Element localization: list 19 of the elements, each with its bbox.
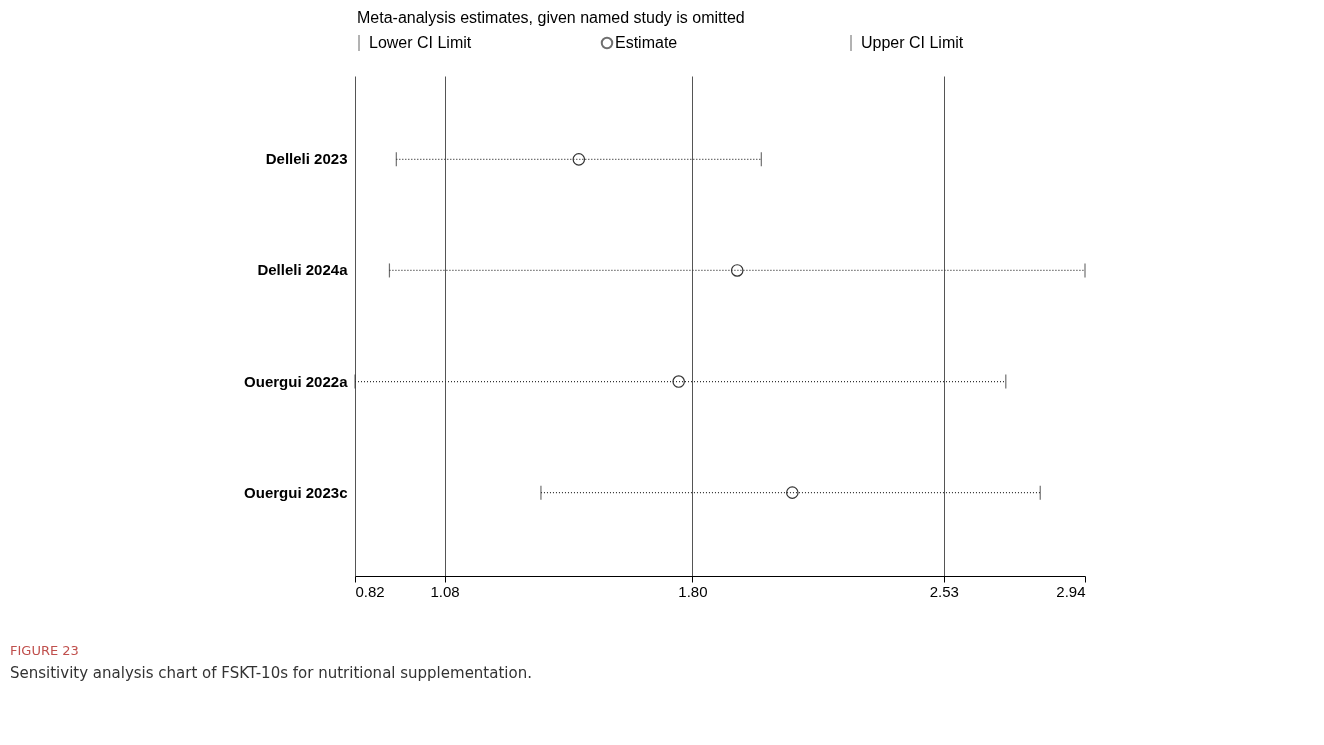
text: Sensitivity analysis chart of FSKT-10s for nutritional supplementation.	[10, 664, 532, 682]
x-tick-label: 1.80	[678, 582, 708, 600]
x-tick-label: 0.82	[355, 582, 385, 600]
y-tick-label: Ouergui 2023c	[244, 483, 348, 501]
legend-label: Estimate	[615, 34, 678, 51]
text: Upper CI Limit	[861, 34, 964, 51]
point	[672, 375, 685, 388]
text: Lower CI Limit	[369, 34, 472, 51]
caption: FIGURE 23	[10, 643, 79, 658]
y-tick-label: Delleli 2023	[265, 150, 348, 168]
x-tick-label: 2.94	[1056, 582, 1086, 600]
point	[730, 264, 744, 277]
legend-title: Meta-analysis estimates, given named study is omitted	[357, 9, 745, 26]
x-tick-label: 2.53	[929, 582, 959, 600]
point	[786, 486, 799, 499]
y-tick-label: Ouergui 2022a	[244, 372, 349, 390]
point	[572, 153, 586, 166]
y-tick-label: Delleli 2024a	[257, 261, 349, 279]
x-tick-label: 1.08	[430, 582, 460, 600]
